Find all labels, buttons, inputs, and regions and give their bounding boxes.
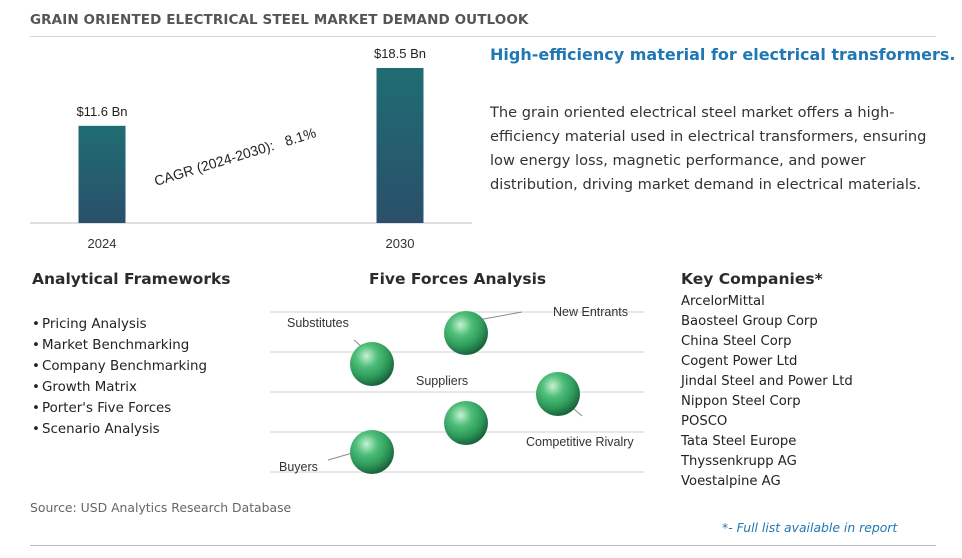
- force-sphere-new-entrants: [444, 311, 488, 355]
- source-note: Source: USD Analytics Research Database: [30, 500, 292, 515]
- bullet-icon: •: [32, 338, 40, 353]
- list-item: Nippon Steel Corp: [681, 394, 801, 409]
- list-item: China Steel Corp: [681, 334, 792, 349]
- bottom-divider: [30, 545, 936, 546]
- force-label-new-entrants: New Entrants: [553, 305, 628, 319]
- market-size-bar-chart: $11.6 Bn $18.5 Bn 2024 2030 CAGR (2024-2…: [30, 46, 472, 251]
- frameworks-list: • Pricing Analysis • Market Benchmarking •…: [32, 314, 207, 440]
- list-item: • Porter's Five Forces: [32, 398, 207, 419]
- list-item: Cogent Power Ltd: [681, 354, 798, 369]
- bullet-icon: •: [32, 401, 40, 416]
- bar-2030: [376, 68, 424, 223]
- cagr-label: CAGR (2024-2030):: [152, 137, 276, 189]
- force-sphere-substitutes: [350, 342, 394, 386]
- value-label-2030: $18.5 Bn: [374, 46, 426, 61]
- top-divider: [30, 36, 936, 37]
- list-item: • Growth Matrix: [32, 377, 207, 398]
- force-sphere-suppliers: [444, 401, 488, 445]
- x-tick-2030: 2030: [386, 236, 415, 251]
- list-item: Voestalpine AG: [681, 474, 781, 489]
- frameworks-title: Analytical Frameworks: [32, 270, 231, 288]
- five-forces-diagram: New Entrants Substitutes Suppliers Compe…: [270, 305, 644, 474]
- list-item: • Scenario Analysis: [32, 419, 207, 440]
- bullet-icon: •: [32, 317, 40, 332]
- list-item: Baosteel Group Corp: [681, 314, 818, 329]
- force-label-competitive-rivalry: Competitive Rivalry: [526, 435, 634, 449]
- force-label-substitutes: Substitutes: [287, 316, 349, 330]
- svg-text:CAGR (2024-2030): 8.1%: CAGR (2024-2030): 8.1%: [152, 124, 318, 189]
- list-item: POSCO: [681, 414, 728, 429]
- bullet-icon: •: [32, 380, 40, 395]
- list-item: ArcelorMittal: [681, 294, 765, 309]
- force-sphere-buyers: [350, 430, 394, 474]
- list-item: Thyssenkrupp AG: [681, 454, 797, 469]
- market-description: The grain oriented electrical steel mark…: [490, 104, 927, 193]
- list-item: Jindal Steel and Power Ltd: [681, 374, 853, 389]
- x-tick-2024: 2024: [88, 236, 117, 251]
- force-sphere-competitive-rivalry: [536, 372, 580, 416]
- bullet-icon: •: [32, 359, 40, 374]
- companies-list: ArcelorMittal Baosteel Group Corp China …: [681, 292, 853, 492]
- cagr-value: 8.1%: [283, 124, 318, 149]
- force-label-buyers: Buyers: [279, 460, 318, 474]
- list-item: Tata Steel Europe: [681, 434, 797, 449]
- page-title: GRAIN ORIENTED ELECTRICAL STEEL MARKET D…: [30, 12, 529, 28]
- list-item: • Market Benchmarking: [32, 335, 207, 356]
- force-label-suppliers: Suppliers: [416, 374, 468, 388]
- five-forces-title: Five Forces Analysis: [369, 270, 547, 288]
- headline: High-efficiency material for electrical …: [490, 45, 956, 64]
- bullet-icon: •: [32, 422, 40, 437]
- list-item: • Company Benchmarking: [32, 356, 207, 377]
- bar-2024: [78, 125, 126, 223]
- full-list-note: *- Full list available in report: [722, 520, 898, 535]
- key-companies-title: Key Companies*: [681, 270, 823, 288]
- list-item: • Pricing Analysis: [32, 314, 207, 335]
- cagr-annotation: CAGR (2024-2030): 8.1%: [152, 124, 318, 189]
- value-label-2024: $11.6 Bn: [76, 104, 127, 119]
